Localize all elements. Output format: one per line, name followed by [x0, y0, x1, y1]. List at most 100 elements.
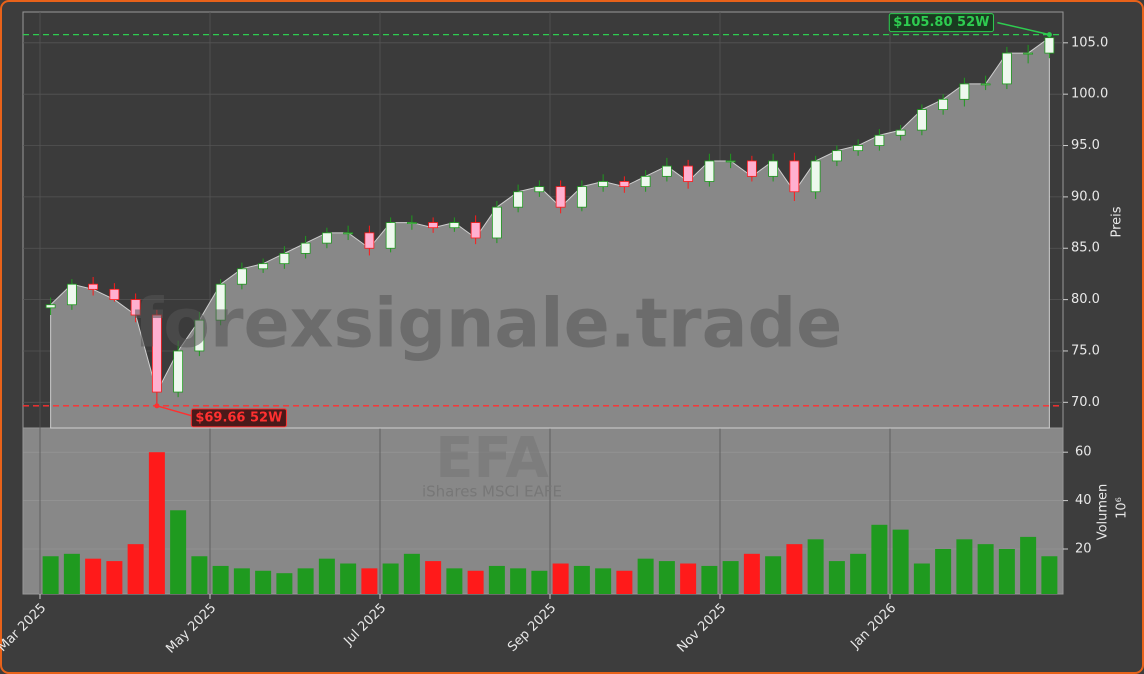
volume-bar [701, 565, 718, 594]
high-52w-box [888, 13, 994, 33]
volume-bar [467, 570, 484, 594]
volume-bar [148, 452, 165, 594]
volume-bar [595, 568, 612, 594]
candle-body [279, 252, 290, 265]
candle-body [959, 83, 970, 100]
candle-body [640, 175, 651, 188]
candle-body [343, 232, 354, 235]
candle-body [428, 222, 439, 229]
volume-bar [42, 556, 59, 594]
volume-bar [573, 565, 590, 594]
candle-body [321, 232, 332, 244]
y2-axis-label: Volumen [1096, 484, 1111, 541]
candle-body [130, 299, 141, 316]
candle-body [364, 232, 375, 249]
y-axis-label: Preis [1110, 206, 1125, 237]
candle-body [470, 222, 481, 239]
high-52w-arrowhead [1046, 32, 1052, 38]
low-52w-box [190, 408, 287, 428]
candle-body [491, 206, 502, 239]
candle-body [661, 165, 672, 177]
candle-body [874, 134, 885, 146]
candle-body [109, 288, 120, 301]
y2-tick-label: 40 [1075, 493, 1092, 508]
candle-body [1001, 52, 1012, 85]
volume-bar [658, 561, 675, 594]
candle-body [789, 160, 800, 193]
volume-bar [382, 563, 399, 594]
volume-bar [170, 510, 187, 594]
candle-body [215, 283, 226, 321]
volume-bar [361, 568, 378, 594]
candle-body [66, 283, 77, 306]
y-tick-label: 85.0 [1071, 241, 1100, 256]
candle-body [831, 150, 842, 162]
candle-body [258, 263, 269, 270]
volume-bar [828, 561, 845, 594]
volume-bar [892, 529, 909, 594]
candle-body [895, 129, 906, 136]
candle-body [810, 160, 821, 193]
y2-axis-unit: 10⁶ [1115, 497, 1130, 519]
volume-bar [318, 558, 335, 594]
volume-bar [488, 565, 505, 594]
volume-bar [63, 553, 80, 594]
volume-bar [722, 561, 739, 594]
candle-body [1044, 37, 1055, 54]
subtitle-watermark: iShares MSCI EAFE [422, 483, 562, 501]
candle-body [449, 222, 460, 229]
volume-bar [913, 563, 930, 594]
candle-body [938, 98, 949, 110]
volume-bar [616, 570, 633, 594]
candle-body [619, 181, 630, 188]
volume-bar [297, 568, 314, 594]
candle-body [555, 186, 566, 208]
watermark: forexsignale.trade [134, 285, 843, 364]
y2-tick-label: 20 [1075, 541, 1092, 556]
volume-bar [871, 524, 888, 594]
volume-bar [1020, 536, 1037, 594]
candle-body [576, 186, 587, 208]
volume-bar [340, 563, 357, 594]
volume-bar [935, 548, 952, 594]
volume-bar [977, 544, 994, 594]
volume-bar [85, 558, 102, 594]
volume-bar [680, 563, 697, 594]
ticker-watermark: EFA [435, 426, 549, 491]
volume-bar [1041, 556, 1058, 594]
volume-bar [956, 539, 973, 594]
volume-bar [552, 563, 569, 594]
volume-bar [106, 561, 123, 594]
volume-bar [127, 544, 144, 594]
volume-bar [403, 553, 420, 594]
candle-body [513, 191, 524, 208]
volume-bar [510, 568, 527, 594]
candle-body [534, 186, 545, 193]
candle-body [173, 350, 184, 393]
volume-bar [850, 553, 867, 594]
volume-bar [255, 570, 272, 594]
candle-body [45, 304, 56, 309]
volume-bar [425, 561, 442, 594]
y-tick-label: 100.0 [1071, 87, 1108, 102]
candle-body [746, 160, 757, 177]
y-tick-label: 75.0 [1071, 343, 1100, 358]
candle-body [236, 268, 247, 285]
low-52w-label: $69.66 52W [195, 410, 282, 425]
candle-body [385, 222, 396, 249]
candle-body [853, 145, 864, 152]
candle-body [88, 283, 99, 290]
candle-body [300, 242, 311, 254]
volume-bar [998, 548, 1015, 594]
y2-tick-label: 60 [1075, 445, 1092, 460]
volume-bar [786, 544, 803, 594]
volume-bar [446, 568, 463, 594]
volume-bar [276, 573, 293, 594]
candle-body [704, 160, 715, 182]
high-52w-arrow [997, 21, 1050, 36]
volume-bar [233, 568, 250, 594]
volume-bar [212, 565, 229, 594]
low-52w-arrowhead [154, 403, 160, 409]
high-52w-label: $105.80 52W [893, 15, 989, 30]
y-tick-label: 90.0 [1071, 189, 1100, 204]
